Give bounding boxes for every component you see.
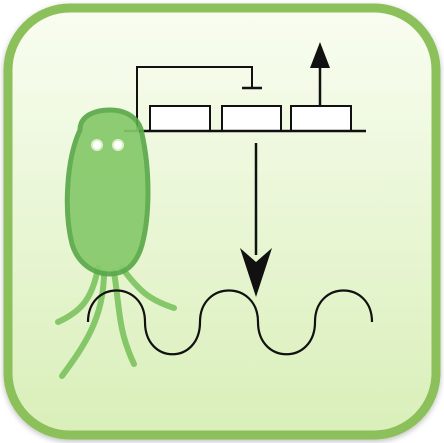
upward-arrow-head bbox=[310, 42, 330, 68]
flagella bbox=[55, 265, 177, 379]
downward-arrow-head bbox=[240, 248, 272, 297]
gene-box-1 bbox=[149, 105, 211, 132]
gene-box-3 bbox=[290, 105, 352, 132]
gene-box-2 bbox=[221, 105, 282, 132]
wave bbox=[86, 289, 374, 356]
repression-bar bbox=[136, 66, 253, 130]
bacterium-eye-left bbox=[91, 139, 103, 151]
bacterium-body bbox=[64, 107, 151, 277]
bacterium-eye-right bbox=[112, 139, 124, 151]
